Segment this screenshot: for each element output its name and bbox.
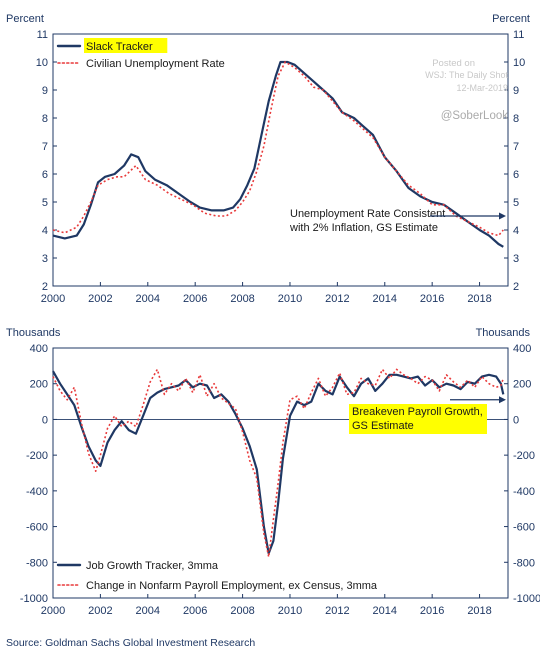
annotation-line: Unemployment Rate Consistent bbox=[290, 208, 445, 220]
y-tick-label-right: 4 bbox=[513, 225, 519, 237]
y-tick-label-left: 3 bbox=[42, 253, 48, 265]
x-tick-label: 2008 bbox=[230, 605, 254, 617]
x-tick-label: 2008 bbox=[230, 293, 254, 305]
y-tick-label-left: 400 bbox=[30, 343, 48, 355]
y-tick-label-right: -1000 bbox=[513, 593, 540, 605]
x-tick-label: 2014 bbox=[373, 293, 397, 305]
right-unit-label: Percent bbox=[492, 13, 530, 25]
y-tick-label-right: 400 bbox=[513, 343, 531, 355]
x-tick-label: 2016 bbox=[420, 293, 444, 305]
y-tick-label-left: -600 bbox=[26, 522, 48, 534]
series-line-1 bbox=[52, 60, 504, 248]
x-tick-label: 2018 bbox=[467, 605, 491, 617]
y-tick-label-right: 11 bbox=[513, 29, 524, 41]
x-tick-label: 2010 bbox=[278, 605, 302, 617]
x-tick-label: 2000 bbox=[41, 605, 65, 617]
y-tick-label-right: 3 bbox=[513, 253, 519, 265]
x-tick-label: 2006 bbox=[183, 605, 207, 617]
y-tick-label-right: 200 bbox=[513, 379, 531, 391]
watermark-date: 12-Mar-2019 bbox=[456, 83, 508, 93]
y-tick-label-left: 9 bbox=[42, 85, 48, 97]
x-tick-label: 2004 bbox=[136, 293, 160, 305]
y-tick-label-left: -1000 bbox=[20, 593, 48, 605]
annotation-highlight bbox=[349, 404, 487, 434]
y-tick-label-right: -200 bbox=[513, 450, 535, 462]
y-tick-label-left: -400 bbox=[26, 486, 48, 498]
left-unit-label: Thousands bbox=[6, 327, 61, 339]
legend-label: Civilian Unemployment Rate bbox=[86, 58, 225, 70]
x-tick-label: 2002 bbox=[88, 293, 112, 305]
legend-label: Slack Tracker bbox=[86, 41, 153, 53]
y-tick-label-left: 5 bbox=[42, 197, 48, 209]
annotation-arrowhead bbox=[499, 212, 506, 220]
y-tick-label-left: 7 bbox=[42, 141, 48, 153]
x-tick-label: 2016 bbox=[420, 605, 444, 617]
legend-highlight bbox=[84, 38, 168, 53]
y-tick-label-left: 2 bbox=[42, 281, 48, 293]
y-tick-label-left: 10 bbox=[36, 57, 48, 69]
y-tick-label-left: 6 bbox=[42, 169, 48, 181]
x-tick-label: 2010 bbox=[278, 293, 302, 305]
x-tick-label: 2018 bbox=[467, 293, 491, 305]
series-line-2 bbox=[52, 61, 504, 237]
y-tick-label-right: 6 bbox=[513, 169, 519, 181]
right-unit-label: Thousands bbox=[476, 327, 531, 339]
x-tick-label: 2012 bbox=[325, 293, 349, 305]
y-tick-label-right: -800 bbox=[513, 557, 535, 569]
y-tick-label-right: -600 bbox=[513, 522, 535, 534]
series-line-1 bbox=[52, 370, 505, 555]
x-tick-label: 2006 bbox=[183, 293, 207, 305]
series-line-2 bbox=[52, 368, 505, 558]
y-tick-label-right: 10 bbox=[513, 57, 525, 69]
y-tick-label-right: 7 bbox=[513, 141, 519, 153]
x-tick-label: 2002 bbox=[88, 605, 112, 617]
legend-label: Change in Nonfarm Payroll Employment, ex… bbox=[86, 580, 378, 592]
annotation-arrowhead bbox=[499, 396, 506, 404]
y-tick-label-right: 0 bbox=[513, 414, 519, 426]
left-unit-label: Percent bbox=[6, 13, 44, 25]
watermark-posted-on: Posted on bbox=[432, 58, 475, 69]
x-tick-label: 2012 bbox=[325, 605, 349, 617]
y-tick-label-left: 200 bbox=[30, 379, 48, 391]
y-tick-label-right: 2 bbox=[513, 281, 519, 293]
y-tick-label-right: 5 bbox=[513, 197, 519, 209]
y-tick-label-left: 8 bbox=[42, 113, 48, 125]
watermark-handle: @SoberLook bbox=[441, 110, 509, 122]
y-tick-label-left: -200 bbox=[26, 450, 48, 462]
plot-frame bbox=[52, 347, 509, 599]
source-note: Source: Goldman Sachs Global Investment … bbox=[6, 637, 256, 649]
y-tick-label-left: 11 bbox=[37, 29, 48, 41]
plot-frame bbox=[52, 33, 509, 287]
annotation-line: GS Estimate bbox=[352, 420, 414, 432]
y-tick-label-right: 8 bbox=[513, 113, 519, 125]
annotation-line: Breakeven Payroll Growth, bbox=[352, 406, 483, 418]
y-tick-label-right: 9 bbox=[513, 85, 519, 97]
y-tick-label-right: -400 bbox=[513, 486, 535, 498]
watermark-outlet: WSJ: The Daily Shot bbox=[425, 70, 508, 80]
x-tick-label: 2000 bbox=[41, 293, 65, 305]
legend-label: Job Growth Tracker, 3mma bbox=[86, 560, 219, 572]
y-tick-label-left: 4 bbox=[42, 225, 48, 237]
y-tick-label-left: -800 bbox=[26, 557, 48, 569]
x-tick-label: 2004 bbox=[136, 605, 160, 617]
x-tick-label: 2014 bbox=[373, 605, 397, 617]
y-tick-label-left: 0 bbox=[42, 414, 48, 426]
annotation-line: with 2% Inflation, GS Estimate bbox=[289, 222, 438, 234]
